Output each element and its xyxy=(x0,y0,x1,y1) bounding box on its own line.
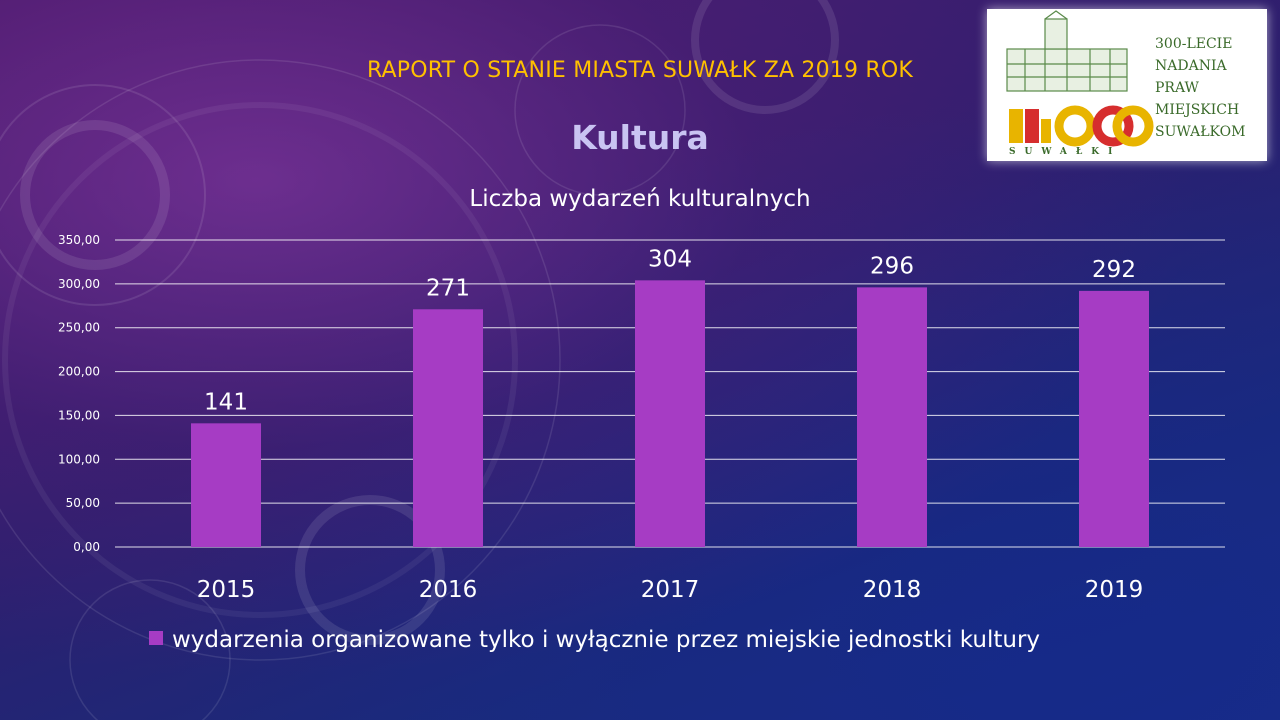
bar xyxy=(191,423,261,547)
y-tick-label: 250,00 xyxy=(58,321,100,335)
anniversary-logo: SUWAŁKI 300-LECIE NADANIA PRAW MIEJSKICH… xyxy=(987,9,1267,161)
chart-title: Liczba wydarzeń kulturalnych xyxy=(469,186,811,212)
logo-text: 300-LECIE NADANIA PRAW MIEJSKICH SUWAŁKO… xyxy=(1155,33,1265,143)
logo-line: SUWAŁKOM xyxy=(1155,124,1246,140)
data-label: 304 xyxy=(648,246,692,272)
x-tick-label: 2019 xyxy=(1085,577,1144,603)
y-tick-label: 350,00 xyxy=(58,233,100,247)
data-label: 271 xyxy=(426,275,470,301)
y-tick-label: 0,00 xyxy=(73,540,100,554)
bar xyxy=(857,287,927,547)
y-tick-label: 150,00 xyxy=(58,408,100,422)
town-hall-logo-icon xyxy=(1006,10,1154,147)
bar xyxy=(635,280,705,547)
x-tick-label: 2016 xyxy=(419,577,478,603)
x-tick-label: 2015 xyxy=(197,577,256,603)
x-tick-label: 2017 xyxy=(641,577,700,603)
logo-line: MIEJSKICH xyxy=(1155,102,1240,118)
data-label: 296 xyxy=(870,253,914,279)
report-title: RAPORT O STANIE MIASTA SUWAŁK ZA 2019 RO… xyxy=(366,58,914,83)
data-label: 141 xyxy=(204,389,248,415)
y-tick-label: 50,00 xyxy=(66,496,100,510)
bar xyxy=(1079,290,1149,547)
logo-line: NADANIA xyxy=(1155,58,1227,74)
y-tick-label: 200,00 xyxy=(58,365,100,379)
y-tick-label: 300,00 xyxy=(58,277,100,291)
legend-label: wydarzenia organizowane tylko i wyłączni… xyxy=(172,627,1040,653)
y-tick-label: 100,00 xyxy=(58,452,100,466)
data-label: 292 xyxy=(1092,257,1136,283)
logo-line: PRAW xyxy=(1155,80,1199,96)
bar xyxy=(413,309,483,547)
legend-swatch xyxy=(149,631,163,645)
section-title: Kultura xyxy=(571,118,709,157)
logo-emblem-text: SUWAŁKI xyxy=(1009,147,1122,157)
logo-line: 300-LECIE xyxy=(1155,36,1233,52)
x-tick-label: 2018 xyxy=(863,577,922,603)
